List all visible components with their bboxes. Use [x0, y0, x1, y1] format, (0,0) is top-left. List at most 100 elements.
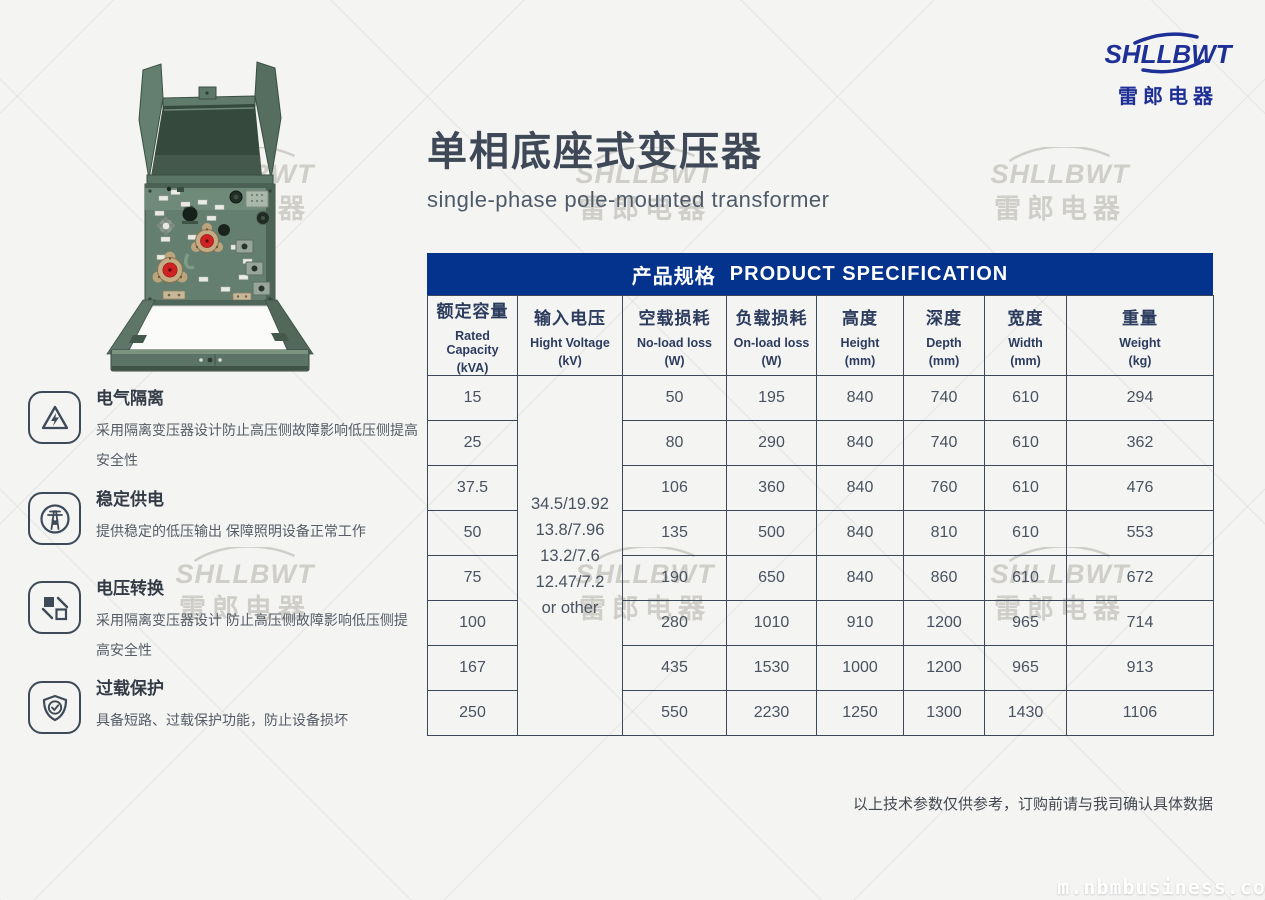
col-rated-capacity: 额定容量 Rated Capacity (kVA): [427, 295, 518, 376]
col-input-voltage: 输入电压 Hight Voltage (kV): [517, 295, 623, 376]
spec-row: 100 280 1010 910 1200 965 714: [427, 600, 1214, 646]
col-label-en: Weight: [1119, 335, 1161, 350]
site-watermark: m.nbmbusiness.com: [1057, 875, 1265, 899]
spec-cell: 650: [726, 555, 817, 601]
feature-desc: 采用隔离变压器设计防止高压侧故障影响低压侧提高安全性: [96, 422, 418, 468]
spec-cell: 910: [816, 600, 904, 646]
spec-cell: 610: [984, 375, 1067, 421]
spec-cell: 553: [1066, 510, 1214, 556]
brand-logo-icon: SHLLBWT: [1104, 32, 1234, 74]
spec-cell: 840: [816, 420, 904, 466]
spec-cell: 500: [726, 510, 817, 556]
col-label-cn: 高度: [842, 308, 878, 328]
col-depth: 深度 Depth (mm): [903, 295, 985, 376]
spec-cell: 50: [427, 510, 518, 556]
spec-cell: 672: [1066, 555, 1214, 601]
feature-list: 电气隔离 采用隔离变压器设计防止高压侧故障影响低压侧提高安全性 稳定供电: [28, 388, 420, 748]
spec-cell: 476: [1066, 465, 1214, 511]
spec-cell: 1530: [726, 645, 817, 691]
col-height: 高度 Height (mm): [816, 295, 904, 376]
spec-cell: 75: [427, 555, 518, 601]
spec-row: 25 80 290 840 740 610 362: [427, 420, 1214, 466]
spec-cell: 135: [622, 510, 727, 556]
feature-desc: 具备短路、过载保护功能，防止设备损坏: [96, 712, 348, 728]
spec-cell: 913: [1066, 645, 1214, 691]
spec-table: 额定容量 Rated Capacity (kVA) 输入电压 Hight Voltag…: [427, 295, 1214, 736]
spec-cell: 290: [726, 420, 817, 466]
feature-text: 稳定供电 提供稳定的低压输出 保障照明设备正常工作: [96, 489, 420, 546]
col-weight: 重量 Weight (kg): [1066, 295, 1214, 376]
feature-text: 电压转换 采用隔离变压器设计 防止高压侧故障影响低压侧提高安全性: [96, 578, 420, 665]
voltage-line: or other: [541, 598, 599, 617]
feature-title: 过载保护: [96, 679, 164, 698]
col-unit: (mm): [1010, 353, 1041, 368]
spec-cell: 610: [984, 555, 1067, 601]
feature-desc: 采用隔离变压器设计 防止高压侧故障影响低压侧提高安全性: [96, 612, 408, 658]
col-label-en: No-load loss: [636, 335, 712, 350]
shield-check-glyph: [42, 694, 67, 721]
spec-row: 167 435 1530 1000 1200 965 913: [427, 645, 1214, 691]
spec-cell: 860: [903, 555, 985, 601]
spec-cell: 2230: [726, 690, 817, 736]
spec-cell: 1200: [903, 600, 985, 646]
spec-cell: 435: [622, 645, 727, 691]
spec-row: 75 190 650 840 860 610 672: [427, 555, 1214, 601]
col-label-cn: 深度: [926, 308, 962, 328]
spec-cell: 740: [903, 375, 985, 421]
col-width: 宽度 Width (mm): [984, 295, 1067, 376]
col-label-en: Hight Voltage: [530, 335, 610, 350]
spec-cell: 50: [622, 375, 727, 421]
spec-cell: 810: [903, 510, 985, 556]
voltage-line: 34.5/19.92: [531, 494, 609, 513]
col-label-cn: 负载损耗: [735, 308, 808, 328]
voltage-line: 13.2/7.6: [540, 546, 600, 565]
col-label-en: Depth: [926, 335, 962, 350]
spec-cell: 1010: [726, 600, 817, 646]
spec-cell: 840: [816, 375, 904, 421]
col-label-cn: 宽度: [1007, 308, 1044, 328]
spec-row: 250 550 2230 1250 1300 1430 1106: [427, 690, 1214, 736]
spec-cell: 610: [984, 510, 1067, 556]
spec-cell: 1250: [816, 690, 904, 736]
page-title-block: 单相底座式变压器 single-phase pole-mounted trans…: [427, 130, 829, 213]
spec-cell: 1300: [903, 690, 985, 736]
spec-cell: 294: [1066, 375, 1214, 421]
feature-overload-protection: 过载保护 具备短路、过载保护功能，防止设备损坏: [28, 678, 420, 735]
hazard-lightning-icon: [28, 391, 81, 444]
power-tower-glyph: [39, 503, 70, 534]
voltage-convert-icon: [28, 581, 81, 634]
spec-table-section: 产品规格 PRODUCT SPECIFICATION 额定容量 Rated Cap…: [427, 253, 1214, 736]
col-unit: (kVA): [456, 360, 489, 375]
feature-title: 稳定供电: [96, 490, 164, 509]
spec-header-row: 额定容量 Rated Capacity (kVA) 输入电压 Hight Voltag…: [427, 295, 1214, 376]
spec-title-en: PRODUCT SPECIFICATION: [729, 262, 1009, 285]
col-unit: (W): [761, 353, 782, 368]
spec-cell: 965: [984, 600, 1067, 646]
spec-cell: 840: [816, 510, 904, 556]
spec-cell: 760: [903, 465, 985, 511]
col-label-en: Rated Capacity: [446, 328, 499, 357]
spec-cell: 80: [622, 420, 727, 466]
spec-cell: 25: [427, 420, 518, 466]
spec-cell: 610: [984, 420, 1067, 466]
spec-cell: 37.5: [427, 465, 518, 511]
brand-logo: SHLLBWT 雷郎电器: [1093, 28, 1243, 109]
feature-desc: 提供稳定的低压输出 保障照明设备正常工作: [96, 523, 366, 539]
svg-text:SHLLBWT: SHLLBWT: [1104, 39, 1233, 69]
spec-cell: 714: [1066, 600, 1214, 646]
col-unit: (kV): [558, 353, 582, 368]
spec-table-title: 产品规格 PRODUCT SPECIFICATION: [427, 253, 1213, 295]
col-label-cn: 输入电压: [534, 308, 606, 328]
spec-cell: 1430: [984, 690, 1067, 736]
spec-cell: 740: [903, 420, 985, 466]
col-label-cn: 重量: [1122, 308, 1158, 328]
col-unit: (kg): [1128, 353, 1152, 368]
spec-cell: 610: [984, 465, 1067, 511]
col-label-cn: 空载损耗: [638, 308, 711, 328]
spec-cell: 360: [726, 465, 817, 511]
feature-title: 电压转换: [96, 579, 164, 598]
page-subtitle: single-phase pole-mounted transformer: [427, 187, 830, 212]
col-unit: (mm): [928, 353, 960, 368]
feature-stable-power: 稳定供电 提供稳定的低压输出 保障照明设备正常工作: [28, 489, 420, 546]
